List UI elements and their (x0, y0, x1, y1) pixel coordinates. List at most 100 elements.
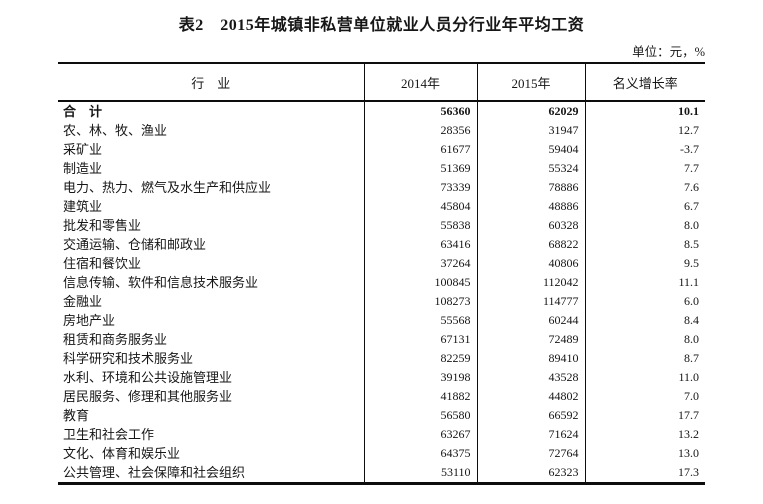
table-row: 房地产业 55568 60244 8.4 (58, 311, 705, 330)
growth-cell: 12.7 (584, 121, 705, 140)
industry-cell: 批发和零售业 (63, 218, 142, 233)
value-2014-cell: 67131 (363, 330, 477, 349)
table-row: 批发和零售业 55838 60328 8.0 (58, 216, 705, 235)
growth-cell: 7.6 (584, 178, 705, 197)
table-row: 租赁和商务服务业 67131 72489 8.0 (58, 330, 705, 349)
table-row: 居民服务、修理和其他服务业 41882 44802 7.0 (58, 387, 705, 406)
value-2015-cell: 78886 (476, 178, 585, 197)
page-title: 表2 2015年城镇非私营单位就业人员分行业年平均工资 (178, 17, 585, 34)
industry-cell: 电力、热力、燃气及水生产和供应业 (63, 180, 272, 195)
growth-cell: 8.7 (584, 349, 705, 368)
industry-cell: 房地产业 (63, 313, 116, 328)
value-2015-cell: 68822 (476, 235, 585, 254)
table-row: 电力、热力、燃气及水生产和供应业 73339 78886 7.6 (58, 178, 705, 197)
value-2015-cell: 72764 (476, 444, 585, 463)
table-row: 教育 56580 66592 17.7 (58, 406, 705, 425)
industry-cell: 居民服务、修理和其他服务业 (63, 389, 233, 404)
value-2015-cell: 44802 (476, 387, 585, 406)
industry-cell: 科学研究和技术服务业 (63, 351, 194, 366)
industry-cell: 水利、环境和公共设施管理业 (63, 370, 233, 385)
value-2014-cell: 55838 (363, 216, 477, 235)
table-row: 卫生和社会工作 63267 71624 13.2 (58, 425, 705, 444)
value-2015-cell: 112042 (476, 273, 585, 292)
growth-cell: 11.1 (584, 273, 705, 292)
table-header: 行 业 2014年 2015年 名义增长率 (58, 63, 705, 102)
header-year-2014: 2014年 (363, 63, 477, 102)
industry-cell: 建筑业 (63, 199, 103, 214)
value-2014-cell: 53110 (363, 463, 477, 484)
table-row: 采矿业 61677 59404 -3.7 (58, 140, 705, 159)
value-2015-cell: 40806 (476, 254, 585, 273)
growth-cell: 6.7 (584, 197, 705, 216)
value-2015-cell: 62029 (476, 101, 585, 121)
growth-cell: 6.0 (584, 292, 705, 311)
industry-cell: 合 计 (63, 104, 103, 119)
value-2014-cell: 82259 (363, 349, 477, 368)
industry-cell: 金融业 (63, 294, 103, 309)
growth-cell: 10.1 (584, 101, 705, 121)
wage-table-container: 行 业 2014年 2015年 名义增长率 合 计 56360 62029 10.1 农… (58, 62, 705, 485)
table-body: 合 计 56360 62029 10.1 农、林、牧、渔业 28356 31947 12.7 采… (58, 101, 705, 484)
header-nominal-growth: 名义增长率 (584, 63, 705, 102)
value-2015-cell: 55324 (476, 159, 585, 178)
value-2014-cell: 45804 (363, 197, 477, 216)
value-2015-cell: 48886 (476, 197, 585, 216)
table-row: 合 计 56360 62029 10.1 (58, 101, 705, 121)
value-2015-cell: 72489 (476, 330, 585, 349)
value-2014-cell: 61677 (363, 140, 477, 159)
table-row: 农、林、牧、渔业 28356 31947 12.7 (58, 121, 705, 140)
industry-cell: 公共管理、社会保障和社会组织 (63, 465, 246, 480)
industry-cell: 卫生和社会工作 (63, 427, 155, 442)
growth-cell: 13.0 (584, 444, 705, 463)
wage-table: 行 业 2014年 2015年 名义增长率 合 计 56360 62029 10.1 农… (58, 62, 705, 485)
table-row: 文化、体育和娱乐业 64375 72764 13.0 (58, 444, 705, 463)
header-row: 行 业 2014年 2015年 名义增长率 (58, 63, 705, 102)
value-2015-cell: 66592 (476, 406, 585, 425)
growth-cell: 8.0 (584, 330, 705, 349)
value-2014-cell: 39198 (363, 368, 477, 387)
table-row: 住宿和餐饮业 37264 40806 9.5 (58, 254, 705, 273)
value-2014-cell: 63267 (363, 425, 477, 444)
table-row: 公共管理、社会保障和社会组织 53110 62323 17.3 (58, 463, 705, 484)
value-2014-cell: 56580 (363, 406, 477, 425)
table-row: 制造业 51369 55324 7.7 (58, 159, 705, 178)
growth-cell: 7.7 (584, 159, 705, 178)
value-2014-cell: 64375 (363, 444, 477, 463)
header-year-2015: 2015年 (476, 63, 585, 102)
growth-cell: 13.2 (584, 425, 705, 444)
value-2015-cell: 71624 (476, 425, 585, 444)
industry-cell: 采矿业 (63, 142, 103, 157)
value-2014-cell: 73339 (363, 178, 477, 197)
industry-cell: 交通运输、仓储和邮政业 (63, 237, 207, 252)
value-2014-cell: 63416 (363, 235, 477, 254)
growth-cell: 8.5 (584, 235, 705, 254)
table-row: 水利、环境和公共设施管理业 39198 43528 11.0 (58, 368, 705, 387)
table-row: 信息传输、软件和信息技术服务业 100845 112042 11.1 (58, 273, 705, 292)
growth-cell: 17.7 (584, 406, 705, 425)
industry-cell: 信息传输、软件和信息技术服务业 (63, 275, 259, 290)
value-2014-cell: 55568 (363, 311, 477, 330)
value-2014-cell: 100845 (363, 273, 477, 292)
value-2015-cell: 31947 (476, 121, 585, 140)
unit-label: 单位：元，% (632, 45, 705, 59)
value-2014-cell: 56360 (363, 101, 477, 121)
value-2015-cell: 114777 (476, 292, 585, 311)
table-row: 交通运输、仓储和邮政业 63416 68822 8.5 (58, 235, 705, 254)
value-2014-cell: 51369 (363, 159, 477, 178)
value-2014-cell: 41882 (363, 387, 477, 406)
industry-cell: 农、林、牧、渔业 (63, 123, 168, 138)
industry-cell: 教育 (63, 408, 90, 423)
industry-cell: 租赁和商务服务业 (63, 332, 168, 347)
industry-cell: 文化、体育和娱乐业 (63, 446, 181, 461)
value-2015-cell: 60244 (476, 311, 585, 330)
growth-cell: 7.0 (584, 387, 705, 406)
value-2014-cell: 28356 (363, 121, 477, 140)
growth-cell: 8.0 (584, 216, 705, 235)
growth-cell: 9.5 (584, 254, 705, 273)
value-2015-cell: 62323 (476, 463, 585, 484)
growth-cell: 11.0 (584, 368, 705, 387)
value-2015-cell: 43528 (476, 368, 585, 387)
table-row: 科学研究和技术服务业 82259 89410 8.7 (58, 349, 705, 368)
value-2015-cell: 89410 (476, 349, 585, 368)
growth-cell: 8.4 (584, 311, 705, 330)
